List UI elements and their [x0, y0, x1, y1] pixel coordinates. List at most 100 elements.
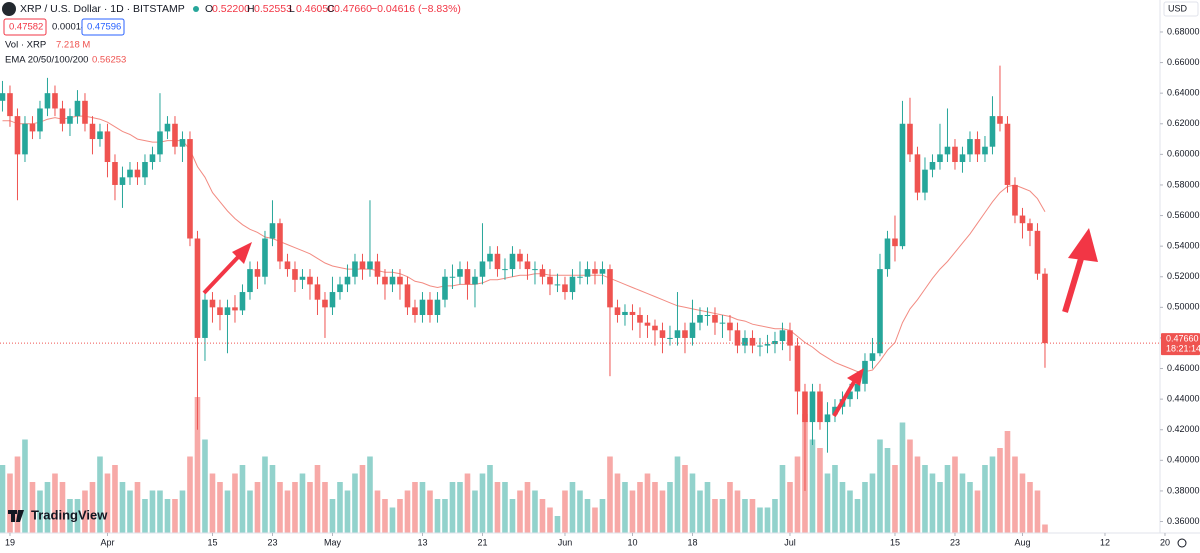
- bid[interactable]: 0.47582: [9, 22, 43, 33]
- x-tick-label: Apr: [100, 537, 114, 547]
- candle-body: [892, 238, 898, 247]
- volume-bar: [869, 473, 876, 533]
- volume-bar: [584, 499, 591, 533]
- volume-bar: [719, 499, 726, 533]
- volume-bar: [239, 465, 246, 533]
- candle-body: [922, 169, 928, 193]
- y-tick-label: 0.38000: [1167, 485, 1200, 495]
- candle-body: [44, 93, 51, 109]
- volume-bar: [224, 490, 231, 533]
- candle-body: [0, 93, 6, 101]
- candle-body: [794, 345, 801, 392]
- volume-bar: [749, 499, 756, 533]
- last-price-label: 0.47660: [1166, 334, 1199, 344]
- brand-name: TradingView: [31, 507, 108, 522]
- candle-body: [757, 345, 763, 347]
- currency-box[interactable]: [1163, 1, 1199, 17]
- candle-body: [127, 169, 133, 178]
- candle-body: [899, 123, 906, 247]
- y-tick-label: 0.46000: [1167, 363, 1200, 373]
- y-tick-label: 0.64000: [1167, 88, 1200, 98]
- volume-bar: [644, 473, 651, 533]
- volume-bar: [52, 473, 58, 533]
- x-tick-label: 15: [207, 537, 217, 547]
- volume-bar: [254, 482, 261, 533]
- volume-bar: [247, 490, 253, 533]
- candle-body: [584, 269, 591, 277]
- candle-body: [1034, 230, 1041, 274]
- candle-body: [532, 269, 538, 271]
- volume-bar: [262, 456, 268, 533]
- volume-layer: [0, 397, 1048, 533]
- candle-body: [614, 307, 621, 315]
- volume-bar: [742, 499, 748, 533]
- candle-body: [277, 223, 283, 262]
- volume-bar: [104, 473, 111, 533]
- candle-body: [104, 131, 111, 163]
- volume-bar: [517, 490, 523, 533]
- volume-bar: [779, 465, 786, 533]
- candle-body: [1012, 184, 1018, 216]
- ask-box[interactable]: [81, 18, 125, 36]
- symbol-icon: [2, 2, 16, 16]
- y-tick-label: 0.62000: [1167, 118, 1200, 128]
- candle-body: [239, 292, 246, 311]
- volume-bar: [157, 490, 163, 533]
- candle-body: [262, 238, 268, 277]
- volume-bar: [1034, 490, 1041, 533]
- volume-bar: [149, 490, 156, 533]
- candle-body: [22, 123, 28, 155]
- candle-body: [914, 154, 921, 193]
- volume-bar: [59, 482, 66, 533]
- candle-body: [374, 261, 381, 277]
- candle-body: [734, 330, 741, 346]
- candle-body: [344, 276, 351, 285]
- settings-icon[interactable]: [1177, 538, 1187, 548]
- volume-bar: [1004, 431, 1011, 533]
- candle-body: [427, 299, 433, 315]
- candle-body: [217, 307, 223, 315]
- ask[interactable]: 0.47596: [87, 22, 121, 33]
- candle-body: [82, 100, 88, 124]
- candle-body: [1019, 215, 1026, 224]
- volume-bar: [952, 456, 958, 533]
- ohlc-value: 0.47660: [334, 3, 372, 15]
- volume-bar: [727, 482, 733, 533]
- volume-bar: [689, 473, 696, 533]
- volume-bar: [472, 490, 478, 533]
- volume-bar: [539, 499, 546, 533]
- y-tick-label: 0.36000: [1167, 516, 1200, 526]
- y-tick-label: 0.56000: [1167, 210, 1200, 220]
- candle-body: [592, 269, 598, 274]
- candle-body: [547, 276, 553, 285]
- candle-body: [967, 139, 973, 155]
- candle-body: [937, 154, 943, 163]
- candle-body: [719, 322, 726, 324]
- bid-box[interactable]: [3, 18, 47, 36]
- volume-bar: [629, 490, 636, 533]
- volume-bar: [989, 456, 996, 533]
- candle-body: [389, 276, 396, 285]
- volume-bar: [322, 482, 328, 533]
- x-tick-label: Aug: [1014, 537, 1030, 547]
- candle-body: [404, 284, 411, 308]
- x-tick-label: Jul: [784, 537, 796, 547]
- volume-bar: [194, 397, 201, 533]
- currency[interactable]: USD: [1168, 3, 1188, 13]
- x-tick-label: 23: [267, 537, 277, 547]
- volume-value: 7.218 M: [56, 40, 90, 51]
- candle-body: [509, 253, 516, 270]
- volume-bar: [599, 499, 606, 533]
- candle-body: [119, 177, 126, 185]
- candle-body: [172, 123, 178, 147]
- volume-bar: [524, 482, 531, 533]
- volume-bar: [734, 490, 741, 533]
- volume-bar: [487, 465, 493, 533]
- candle-body: [412, 307, 418, 315]
- x-tick-label: 20: [1160, 537, 1170, 547]
- candle-body: [232, 307, 238, 311]
- candle-body: [809, 391, 816, 423]
- candle-body: [817, 391, 823, 423]
- candle-body: [674, 330, 681, 338]
